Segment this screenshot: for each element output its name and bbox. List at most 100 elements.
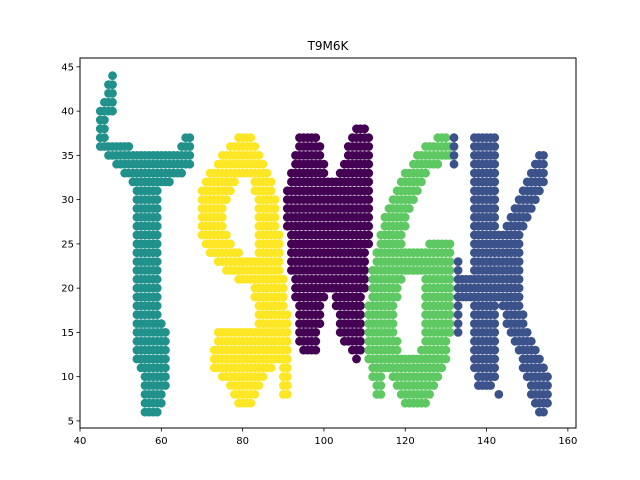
data-point: [274, 230, 284, 240]
data-point: [445, 274, 455, 284]
data-point: [250, 390, 260, 399]
data-point: [413, 186, 422, 196]
data-point: [311, 133, 321, 143]
data-point: [490, 372, 500, 382]
data-point: [364, 151, 374, 160]
x-tick-label: 100: [314, 436, 333, 447]
data-point: [152, 186, 162, 196]
data-point: [514, 230, 524, 240]
data-point: [161, 354, 170, 364]
data-point: [490, 221, 500, 231]
data-point: [518, 221, 528, 231]
data-point: [270, 204, 280, 213]
y-tick-label: 20: [61, 284, 74, 295]
data-point: [161, 336, 170, 346]
series-0: [95, 71, 195, 417]
data-point: [152, 212, 162, 222]
data-point: [250, 142, 260, 151]
data-point: [278, 283, 288, 293]
data-point: [396, 239, 406, 249]
data-point: [445, 292, 455, 302]
y-tick-label: 15: [61, 328, 74, 339]
data-point: [364, 186, 374, 196]
data-point: [104, 89, 113, 98]
data-point: [453, 257, 463, 266]
data-point: [539, 151, 548, 160]
data-point: [539, 177, 548, 187]
y-axis: 5 10 15 20 25 30 35 40 45: [61, 62, 80, 427]
series-3: [364, 133, 455, 408]
data-point: [185, 151, 195, 160]
data-point: [315, 151, 325, 160]
data-point: [514, 283, 524, 293]
data-point: [364, 159, 374, 169]
series-2: [282, 124, 374, 364]
data-point: [258, 159, 268, 169]
data-point: [100, 115, 109, 125]
data-point: [490, 328, 500, 337]
data-point: [360, 266, 369, 275]
data-point: [230, 177, 239, 187]
data-point: [315, 319, 325, 328]
y-tick-label: 40: [61, 107, 74, 118]
data-point: [364, 133, 374, 143]
data-point: [282, 381, 292, 390]
data-point: [490, 168, 500, 178]
data-point: [490, 363, 500, 373]
data-point: [266, 186, 276, 196]
data-point: [278, 274, 288, 284]
data-point: [404, 204, 414, 213]
data-point: [156, 319, 166, 328]
data-point: [274, 239, 284, 249]
data-point: [185, 159, 195, 169]
data-point: [282, 363, 292, 373]
data-point: [319, 168, 329, 178]
data-point: [490, 212, 500, 222]
y-tick-label: 30: [61, 195, 74, 206]
y-tick-label: 10: [61, 372, 74, 383]
data-point: [161, 328, 170, 337]
data-point: [161, 363, 170, 373]
data-point: [217, 221, 227, 231]
data-point: [522, 328, 532, 337]
y-tick-label: 5: [68, 416, 74, 427]
data-point: [441, 336, 451, 346]
data-point: [530, 345, 540, 355]
data-point: [152, 195, 162, 205]
data-point: [270, 195, 280, 205]
data-point: [100, 97, 109, 107]
points-layer: [95, 71, 552, 417]
data-point: [453, 319, 463, 328]
data-point: [514, 257, 524, 266]
data-point: [282, 354, 292, 364]
data-point: [282, 310, 292, 320]
data-point: [535, 186, 544, 196]
data-point: [185, 133, 195, 143]
data-point: [356, 328, 365, 337]
data-point: [270, 212, 280, 222]
data-point: [490, 319, 500, 328]
data-point: [100, 133, 109, 143]
data-point: [445, 310, 455, 320]
data-point: [409, 195, 418, 205]
data-point: [319, 292, 329, 302]
data-point: [433, 372, 443, 382]
data-point: [356, 310, 365, 320]
data-point: [258, 372, 268, 382]
data-point: [156, 390, 166, 399]
data-point: [514, 274, 524, 284]
data-point: [222, 230, 231, 240]
data-point: [392, 292, 402, 302]
data-point: [222, 195, 231, 205]
data-point: [514, 292, 524, 302]
data-point: [124, 142, 134, 151]
data-point: [315, 301, 325, 311]
data-point: [364, 168, 374, 178]
data-point: [360, 248, 369, 258]
data-point: [156, 398, 166, 408]
data-point: [539, 168, 548, 178]
data-point: [388, 301, 398, 311]
data-point: [449, 159, 459, 169]
data-point: [360, 274, 369, 284]
